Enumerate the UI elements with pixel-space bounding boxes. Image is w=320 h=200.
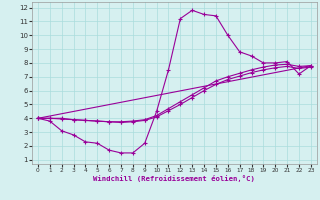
X-axis label: Windchill (Refroidissement éolien,°C): Windchill (Refroidissement éolien,°C) [93, 175, 255, 182]
